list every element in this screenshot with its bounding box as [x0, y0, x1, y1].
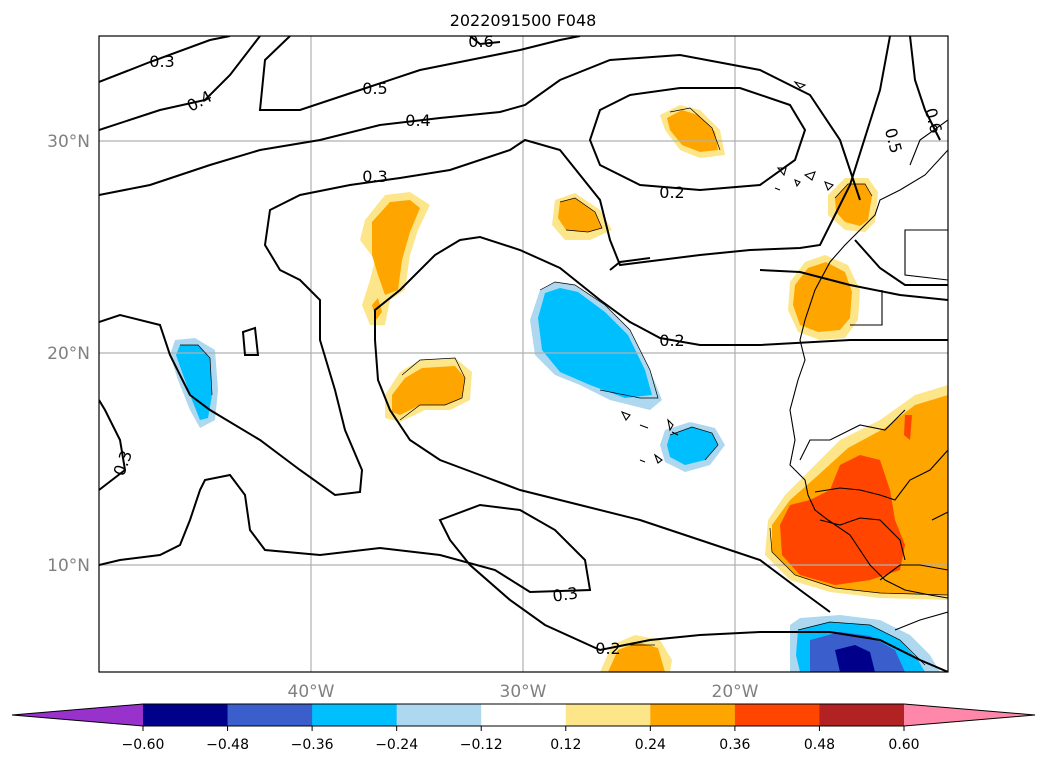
colorbar-segment [227, 704, 313, 726]
contour-0.3-north [99, 36, 231, 83]
contour-0.3 [99, 36, 891, 497]
colorbar-tick-label: −0.24 [375, 737, 418, 753]
colorbar-tick-label: 0.60 [888, 737, 919, 753]
contour-0.2-loop [588, 87, 807, 192]
contour-label: 0.2 [659, 183, 684, 202]
lon-label: 20°W [712, 682, 759, 702]
map-frame [98, 35, 949, 673]
colorbar-tick-label: −0.36 [291, 737, 334, 753]
contour-0.4-north [99, 36, 261, 131]
contour-label: 0.3 [149, 52, 174, 71]
colorbar-tick-label: 0.48 [804, 737, 835, 753]
colorbar-extend-low [12, 704, 143, 726]
lat-label: 20°N [47, 344, 90, 364]
lon-labels: 40°W 30°W 20°W [288, 682, 759, 702]
colorbar-tick-label: −0.12 [460, 737, 503, 753]
lon-label: 30°W [500, 682, 547, 702]
colorbar-segment [143, 704, 229, 726]
coastlines [620, 80, 948, 631]
shaded-outlines [180, 107, 948, 666]
colorbar-tick-label: 0.12 [550, 737, 581, 753]
contour-label: 0.4 [405, 111, 430, 130]
colorbar-extend-high [904, 704, 1035, 726]
colorbar-segment [481, 704, 567, 726]
contour-label: 0.3 [362, 167, 387, 186]
lat-labels: 30°N 20°N 10°N [47, 132, 90, 576]
map-title: 2022091500 F048 [450, 11, 597, 30]
colorbar: −0.60 −0.48 −0.36 −0.24 −0.12 0.12 0.24 0.36 0.4… [11, 703, 1036, 753]
colorbar-tick-label: 0.24 [635, 737, 666, 753]
lat-label: 30°N [47, 132, 90, 152]
lat-label: 10°N [47, 556, 90, 576]
contour-0.2 [374, 235, 948, 346]
contour-label: 0.2 [595, 639, 620, 658]
colorbar-tick-label: −0.60 [122, 737, 165, 753]
colorbar-segment [819, 704, 905, 726]
contour-label: 0.3 [551, 583, 579, 605]
colorbar-segment [396, 704, 482, 726]
colorbar-segment [734, 704, 820, 726]
colorbar-tick-label: 0.36 [719, 737, 750, 753]
lon-label: 40°W [288, 682, 335, 702]
contour-label: 0.6 [468, 32, 493, 51]
contour-label: 0.2 [659, 331, 684, 350]
colorbar-segment [312, 704, 398, 726]
contour-0.4 [99, 53, 861, 201]
contour-label: 0.5 [362, 79, 387, 98]
strong-positive-core [780, 455, 905, 585]
map-area: 0.6 0.3 0.4 0.5 0.4 0.3 0.2 0.2 0.3 0.3 … [99, 32, 948, 672]
contours [99, 36, 948, 672]
colorbar-segment [565, 704, 651, 726]
colorbar-tick-label: −0.48 [206, 737, 249, 753]
colorbar-segment [650, 704, 736, 726]
